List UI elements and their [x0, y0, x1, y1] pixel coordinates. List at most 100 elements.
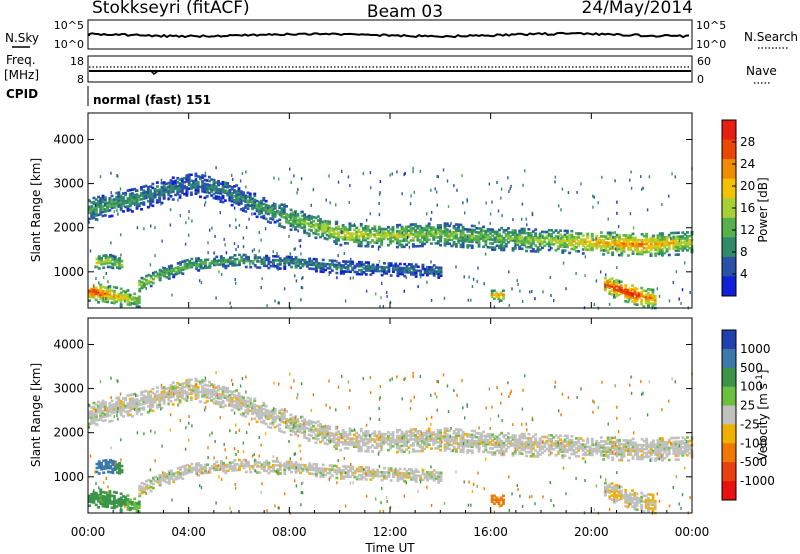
velocity-cell: [423, 439, 427, 443]
velocity-cell: [183, 391, 186, 395]
velocity-cell: [343, 435, 347, 438]
power-cell: [635, 287, 639, 291]
velocity-cell: [500, 441, 504, 445]
velocity-cell: [187, 386, 191, 390]
power-cell: [280, 203, 284, 206]
power-cell: [161, 271, 164, 275]
power-cell: [430, 230, 433, 233]
power-cell: [407, 233, 411, 236]
power-cell: [387, 262, 391, 265]
power-cell: [199, 177, 202, 181]
power-cell: [244, 206, 248, 209]
velocity-cell: [411, 428, 415, 431]
power-cell: [398, 243, 402, 247]
power-speckle: [681, 288, 684, 292]
velocity-cell: [520, 442, 524, 446]
power-cell: [100, 258, 103, 262]
power-cell: [222, 260, 225, 264]
power-cell: [373, 229, 377, 232]
power-cell: [291, 225, 295, 228]
power-speckle: [242, 236, 245, 240]
velocity-cell: [470, 443, 474, 447]
velocity-cell: [230, 397, 234, 400]
power-cell: [328, 267, 332, 270]
power-cell: [409, 239, 413, 242]
power-cell: [219, 188, 223, 191]
velocity-cell: [341, 431, 345, 434]
power-speckle: [394, 263, 397, 267]
power-cell: [109, 259, 112, 263]
power-cell: [488, 228, 492, 231]
velocity-cell: [135, 402, 139, 405]
velocity-cell: [473, 429, 476, 433]
velocity-cell: [647, 445, 651, 449]
power-cell: [484, 237, 488, 241]
power-cell: [221, 190, 225, 194]
power-cell: [303, 221, 307, 224]
power-cell: [531, 250, 535, 253]
velocity-cell: [353, 433, 356, 437]
power-speckle: [294, 247, 297, 251]
velocity-cell: [334, 443, 338, 446]
power-cell: [273, 207, 277, 210]
power-cell: [645, 232, 649, 236]
velocity-cell: [273, 425, 277, 429]
velocity-cell: [631, 457, 635, 460]
power-cell: [369, 269, 373, 272]
power-cell: [423, 226, 427, 230]
power-cell: [117, 294, 121, 298]
power-cell: [556, 245, 560, 248]
power-cell: [280, 211, 284, 214]
power-cell: [217, 183, 220, 187]
power-cell: [586, 240, 590, 244]
velocity-cell: [92, 405, 96, 409]
velocity-cell: [176, 389, 180, 393]
velocity-cell: [466, 445, 470, 448]
power-cell: [101, 204, 105, 208]
velocity-cell: [538, 453, 542, 456]
power-cell: [543, 230, 547, 234]
power-cell: [627, 254, 630, 257]
power-cell: [572, 237, 576, 241]
power-cell: [615, 241, 619, 245]
power-cell: [423, 271, 427, 275]
power-speckle: [514, 243, 517, 247]
power-cell: [509, 231, 513, 234]
power-speckle: [386, 294, 388, 298]
power-cell: [203, 196, 207, 200]
power-cell: [665, 243, 669, 247]
power-cell: [319, 221, 322, 225]
power-cell: [142, 285, 146, 289]
velocity-cell: [443, 427, 447, 430]
power-cell: [248, 204, 252, 207]
power-cell: [294, 264, 298, 267]
power-cell: [577, 240, 581, 243]
power-cell: [92, 202, 96, 206]
velocity-cell: [230, 393, 234, 396]
velocity-cell: [597, 446, 601, 449]
power-cell: [369, 265, 373, 268]
power-cell: [321, 266, 325, 270]
velocity-cell: [443, 433, 447, 436]
power-cell: [126, 209, 130, 212]
velocity-cell: [108, 402, 112, 405]
power-speckle: [191, 219, 193, 223]
power-cell: [298, 225, 302, 229]
velocity-cell: [112, 407, 116, 410]
power-cell: [604, 243, 608, 246]
power-cell: [611, 239, 615, 243]
power-cell: [217, 191, 220, 195]
velocity-cell: [473, 443, 476, 447]
power-speckle: [522, 183, 524, 187]
velocity-cell: [402, 434, 406, 438]
velocity-cell: [509, 442, 513, 445]
power-cell: [307, 216, 311, 220]
power-cell: [97, 195, 100, 199]
velocity-cell: [122, 397, 125, 400]
power-cell: [654, 244, 658, 247]
velocity-cell: [409, 444, 413, 447]
power-cell: [112, 206, 116, 209]
power-speckle: [228, 198, 230, 202]
power-cell: [418, 240, 422, 244]
power-cell: [115, 262, 119, 265]
